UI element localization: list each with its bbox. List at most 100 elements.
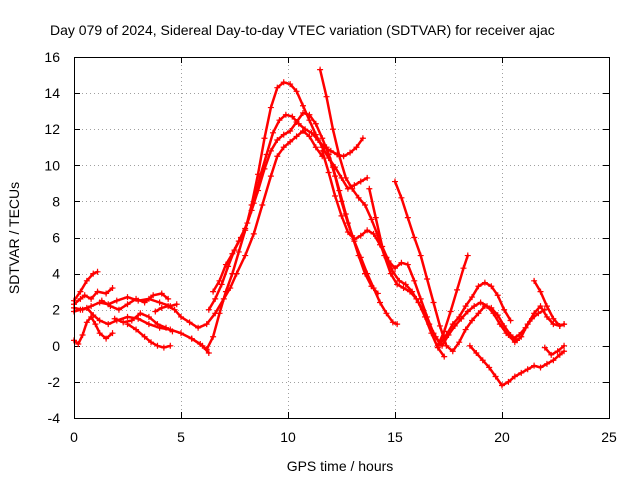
y-tick-label: 2 [52, 302, 60, 318]
data-point [173, 301, 180, 308]
data-point [449, 348, 456, 355]
data-point [160, 344, 167, 351]
data-point [222, 288, 229, 295]
data-point [124, 313, 131, 320]
series-arc-9 [152, 128, 326, 331]
data-point [267, 147, 274, 154]
data-point [308, 129, 315, 136]
series-arc-21 [531, 277, 568, 329]
data-point [464, 252, 471, 259]
data-point [537, 303, 544, 310]
data-point [302, 126, 309, 133]
data-point [274, 153, 281, 160]
y-tick-label: 4 [52, 266, 60, 282]
data-point [270, 129, 277, 136]
data-point [152, 308, 159, 315]
data-point [430, 330, 437, 337]
data-point [505, 378, 512, 385]
data-point [561, 321, 568, 328]
data-point [548, 351, 555, 358]
data-point [248, 207, 255, 214]
data-point [383, 310, 390, 317]
data-point [158, 290, 165, 297]
data-point [299, 102, 306, 109]
data-point [518, 369, 525, 376]
series-arc-22 [541, 342, 568, 358]
data-point [366, 185, 373, 192]
data-point [396, 277, 403, 284]
data-point [218, 281, 225, 288]
data-point [75, 340, 82, 347]
x-tick-label: 25 [601, 429, 617, 445]
data-point [312, 120, 319, 127]
data-point [351, 182, 358, 189]
data-point [88, 295, 95, 302]
x-axis-label: GPS time / hours [287, 458, 394, 474]
series-line [190, 81, 369, 351]
data-point [342, 211, 349, 218]
data-point [389, 268, 396, 275]
data-point [216, 277, 223, 284]
series-arc-17 [392, 178, 520, 355]
data-point [280, 131, 287, 138]
data-point [83, 304, 90, 311]
data-point [261, 165, 268, 172]
data-point [561, 342, 568, 349]
data-point [154, 321, 161, 328]
data-point [329, 164, 336, 171]
data-point [289, 113, 296, 120]
x-tick-labels: 0 5 10 15 20 25 [70, 429, 617, 445]
y-tick-labels: -4 -2 0 2 4 6 8 10 12 14 16 [44, 49, 60, 426]
data-point [471, 303, 478, 310]
data-point [385, 257, 392, 264]
data-point [543, 360, 550, 367]
data-point [417, 252, 424, 259]
data-point [203, 346, 210, 353]
data-point [460, 265, 467, 272]
series-line [436, 254, 470, 348]
data-point [430, 299, 437, 306]
data-point [374, 290, 381, 297]
data-point [477, 299, 484, 306]
data-point [77, 306, 84, 313]
data-point [150, 292, 157, 299]
data-point [154, 342, 161, 349]
data-point [332, 192, 339, 199]
data-point [205, 350, 212, 357]
data-point [462, 326, 469, 333]
series-arc-12 [210, 109, 401, 328]
data-point [94, 268, 101, 275]
data-point [349, 232, 356, 239]
data-point [434, 342, 441, 349]
data-point [293, 88, 300, 95]
data-point [77, 288, 84, 295]
data-point [98, 297, 105, 304]
data-point [210, 288, 217, 295]
data-point [543, 313, 550, 320]
data-point [524, 321, 531, 328]
data-point [319, 147, 326, 154]
data-point [368, 216, 375, 223]
data-point [103, 290, 110, 297]
data-point [306, 111, 313, 118]
data-point [178, 330, 184, 337]
data-point [398, 194, 405, 201]
data-point [469, 317, 476, 324]
data-point [261, 135, 268, 142]
data-point [113, 297, 120, 304]
data-point [137, 310, 144, 317]
data-point [456, 313, 463, 320]
x-tick-label: 10 [280, 429, 296, 445]
data-point [229, 270, 236, 277]
data-point [411, 234, 418, 241]
data-point [165, 295, 172, 302]
data-point [362, 202, 369, 209]
data-point [488, 283, 495, 290]
data-point [370, 230, 377, 237]
data-point [158, 304, 165, 311]
data-point [212, 295, 219, 302]
data-point [165, 303, 172, 310]
data-point [83, 319, 90, 326]
data-point [314, 137, 321, 144]
